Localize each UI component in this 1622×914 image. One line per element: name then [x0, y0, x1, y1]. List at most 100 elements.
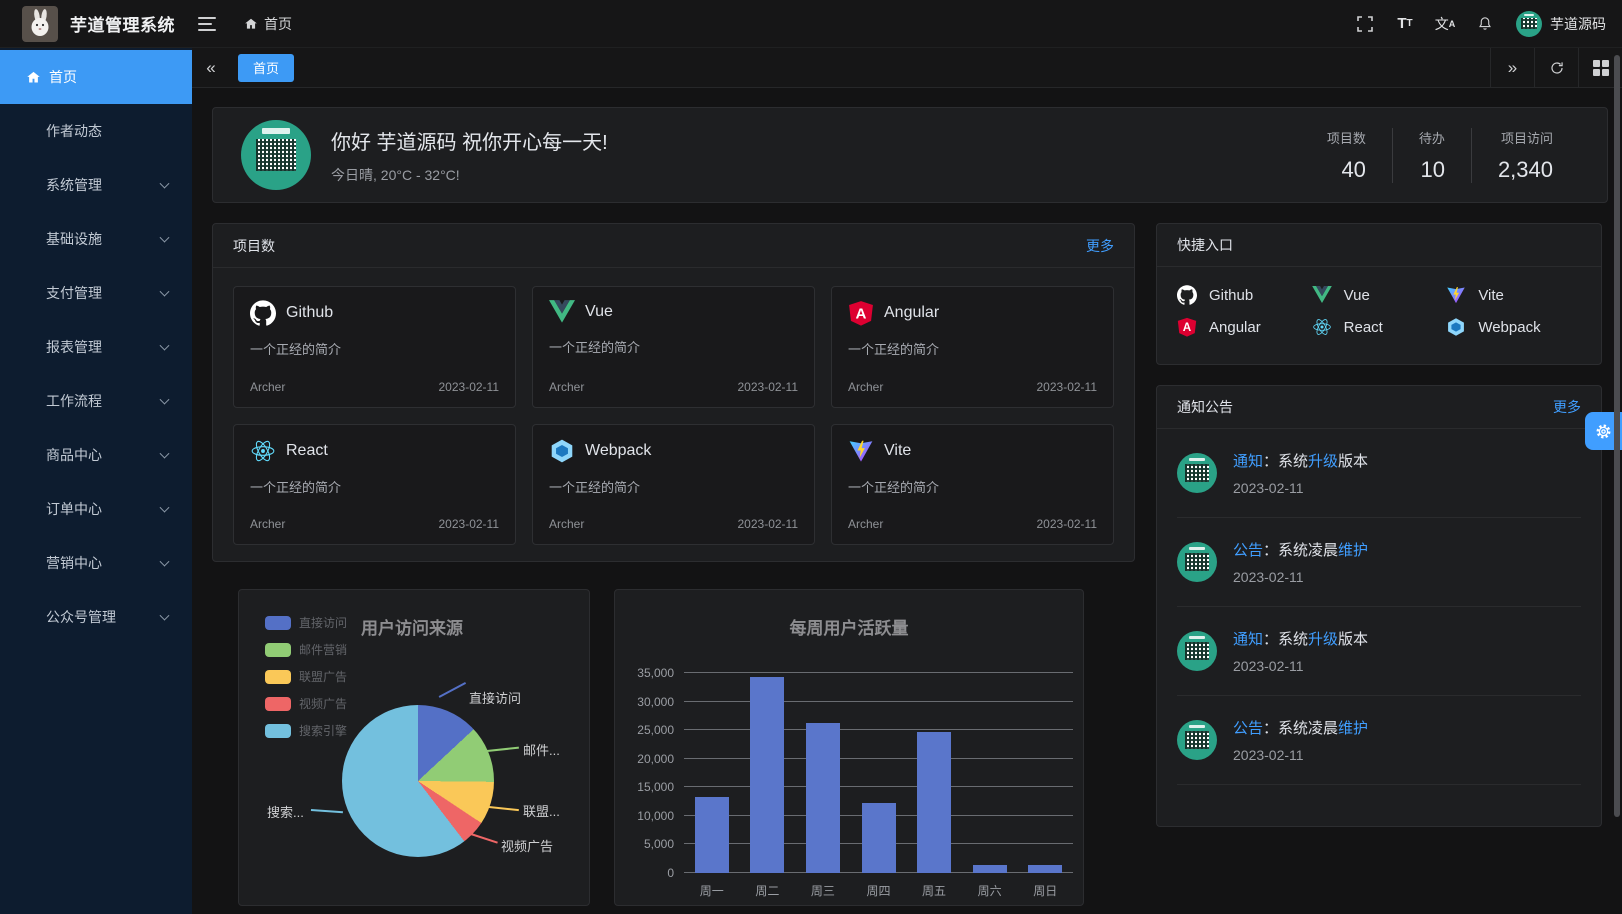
sidebar-item-label: 系统管理 — [46, 177, 102, 193]
greeting-text: 你好 芋道源码 祝你开心每一天! — [331, 131, 608, 154]
shortcut-webpack[interactable]: Webpack — [1446, 317, 1581, 337]
pie-callout-line — [310, 809, 343, 813]
pie-label: 搜索... — [267, 805, 304, 820]
shortcuts-card-title: 快捷入口 — [1177, 237, 1233, 253]
breadcrumb-label: 首页 — [264, 15, 292, 32]
sidebar-item-payment[interactable]: 支付管理 — [0, 266, 192, 320]
sidebar-item-label: 公众号管理 — [46, 609, 116, 625]
rabbit-logo-image — [22, 5, 58, 42]
project-card-vite[interactable]: Vite 一个正经的简介 Archer 2023-02-11 — [831, 423, 1114, 545]
sidebar-item-home[interactable]: 首页 — [0, 50, 192, 104]
gridline — [684, 700, 1073, 702]
notice-item[interactable]: 通知：系统升级版本 2023-02-11 — [1177, 429, 1581, 518]
chevron-down-icon — [159, 448, 170, 459]
gridline — [684, 672, 1073, 673]
project-card-webpack[interactable]: Webpack 一个正经的简介 Archer 2023-02-11 — [532, 423, 815, 545]
bar[interactable] — [861, 802, 896, 873]
notice-item[interactable]: 公告：系统凌晨维护 2023-02-11 — [1177, 518, 1581, 607]
refresh-icon[interactable] — [1534, 48, 1578, 87]
legend-swatch — [265, 615, 291, 630]
legend-swatch — [265, 723, 291, 738]
tab-bar: « 首页 » — [192, 48, 1622, 88]
project-card-angular[interactable]: A Angular 一个正经的简介 Archer 2023-02-11 — [831, 286, 1114, 408]
pie-callout-line — [470, 833, 498, 844]
sidebar-item-label: 首页 — [49, 69, 77, 85]
tab-controls: » — [1490, 48, 1622, 87]
shortcut-angular[interactable]: A Angular — [1177, 317, 1312, 337]
chevron-down-icon — [159, 340, 170, 351]
bar[interactable] — [917, 732, 952, 873]
sidebar-item-label: 报表管理 — [46, 339, 102, 355]
bar[interactable] — [1028, 865, 1063, 873]
project-card-vue[interactable]: Vue 一个正经的简介 Archer 2023-02-11 — [532, 286, 815, 408]
svg-text:A: A — [856, 305, 867, 322]
y-axis-tick: 25,000 — [637, 723, 674, 738]
shortcut-vite[interactable]: Vite — [1446, 285, 1581, 305]
fullscreen-icon[interactable] — [1350, 9, 1380, 39]
bar[interactable] — [972, 865, 1007, 873]
pie-chart[interactable] — [342, 705, 494, 857]
y-axis-tick: 30,000 — [637, 694, 674, 709]
notice-title: 公告：系统凌晨维护 — [1233, 720, 1369, 737]
breadcrumb[interactable]: 首页 — [244, 14, 292, 34]
y-axis-tick: 0 — [667, 866, 674, 880]
sidebar-item-system[interactable]: 系统管理 — [0, 158, 192, 212]
shortcut-vue[interactable]: Vue — [1311, 286, 1447, 304]
notice-item[interactable]: 公告：系统凌晨维护 2023-02-11 — [1177, 696, 1581, 785]
projects-more-link[interactable]: 更多 — [1086, 237, 1114, 254]
shortcut-github[interactable]: Github — [1177, 285, 1312, 305]
user-menu[interactable]: 芋道源码 — [1516, 10, 1606, 37]
project-card-react[interactable]: React 一个正经的简介 Archer 2023-02-11 — [233, 423, 516, 545]
project-card-github[interactable]: Github 一个正经的简介 Archer 2023-02-11 — [233, 286, 516, 408]
sidebar-item-wechat[interactable]: 公众号管理 — [0, 590, 192, 644]
bar[interactable] — [694, 797, 729, 873]
sidebar-item-product[interactable]: 商品中心 — [0, 428, 192, 482]
sidebar-item-label: 作者动态 — [46, 123, 102, 139]
collapse-tabs-icon[interactable]: « — [206, 57, 216, 77]
notices-more-link[interactable]: 更多 — [1553, 399, 1581, 415]
chevron-down-icon — [159, 286, 170, 297]
angular-icon: A — [849, 301, 873, 326]
sidebar-item-author-news[interactable]: 作者动态 — [0, 104, 192, 158]
sidebar-item-infra[interactable]: 基础设施 — [0, 212, 192, 266]
shortcut-react[interactable]: React — [1312, 317, 1447, 337]
app-logo[interactable] — [22, 5, 58, 42]
x-axis-tick: 周二 — [755, 884, 780, 898]
scrollbar-thumb[interactable] — [1614, 55, 1620, 817]
bar[interactable] — [805, 722, 840, 873]
sidebar-item-marketing[interactable]: 营销中心 — [0, 536, 192, 590]
pie-label: 直接访问 — [469, 691, 522, 706]
gridline — [684, 757, 1073, 759]
bar-chart-card: 每周用户活跃量 0 5,000 10,000 15,000 20,000 25,000 30… — [614, 589, 1084, 906]
notice-date: 2023-02-11 — [1233, 658, 1304, 674]
bar-chart-title: 每周用户活跃量 — [789, 619, 909, 638]
expand-tabs-icon[interactable]: » — [1490, 48, 1534, 87]
home-icon — [27, 71, 40, 82]
notice-title: 公告：系统凌晨维护 — [1233, 542, 1369, 559]
sidebar-item-order[interactable]: 订单中心 — [0, 482, 192, 536]
sidebar-item-label: 支付管理 — [46, 285, 102, 301]
tab-home[interactable]: 首页 — [238, 53, 295, 82]
layout-grid-icon[interactable] — [1578, 48, 1622, 87]
sidebar-toggle-icon[interactable] — [192, 9, 222, 39]
legend-swatch — [265, 669, 291, 684]
weather-text: 今日晴, 20°C - 32°C! — [331, 166, 460, 183]
projects-card-title: 项目数 — [233, 237, 275, 254]
github-icon — [1177, 285, 1197, 305]
sidebar-item-workflow[interactable]: 工作流程 — [0, 374, 192, 428]
stat-visits: 项目访问 2,340 — [1470, 127, 1579, 183]
svg-text:A: A — [1183, 321, 1192, 334]
legend-swatch — [265, 642, 291, 657]
projects-grid: Github 一个正经的简介 Archer 2023-02-11 Vue 一个正经… — [213, 268, 1134, 563]
bell-icon[interactable] — [1470, 9, 1500, 39]
bar[interactable] — [750, 677, 785, 873]
notice-item[interactable]: 通知：系统升级版本 2023-02-11 — [1177, 607, 1581, 696]
user-name: 芋道源码 — [1550, 15, 1606, 32]
sidebar-item-report[interactable]: 报表管理 — [0, 320, 192, 374]
sidebar-item-label: 商品中心 — [46, 447, 102, 463]
gridline — [684, 729, 1073, 731]
chevron-down-icon — [159, 556, 170, 567]
